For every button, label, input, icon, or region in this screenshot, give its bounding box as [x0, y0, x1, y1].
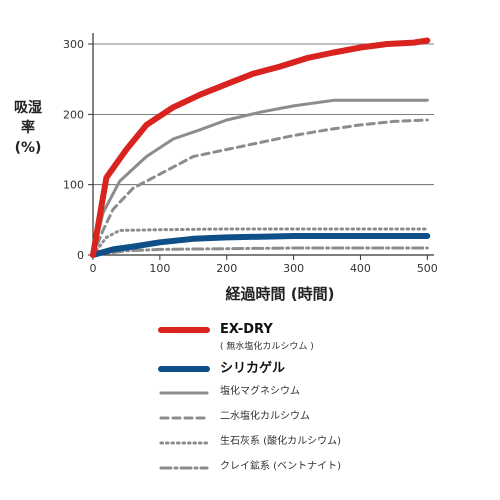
legend: EX-DRY ( 無水塩化カルシウム ) シリカゲル 塩化マグネシウム 二水塩化… [158, 322, 488, 485]
y-axis-label: 吸湿率 (%) [8, 98, 48, 158]
legend-item-quicklime: 生石灰系 (酸化カルシウム) [158, 435, 488, 451]
tick-label-x-200: 200 [216, 262, 237, 275]
legend-swatch-silica-gel [158, 366, 210, 372]
legend-sublabel-ex-dry: ( 無水塩化カルシウム ) [220, 342, 314, 352]
legend-item-clay-mineral: クレイ鉱系 (ベントナイト) [158, 460, 488, 476]
legend-label-magnesium-chloride: 塩化マグネシウム [220, 386, 300, 397]
tick-labels: 0 100 200 300 0 100 200 300 400 500 [63, 38, 438, 275]
legend-item-magnesium-chloride: 塩化マグネシウム [158, 385, 488, 401]
legend-item-silica-gel: シリカゲル [158, 361, 488, 377]
tick-label-y-300: 300 [63, 38, 84, 51]
series-line-2 [91, 98, 429, 257]
legend-swatch-calcium-chloride-dihydrate [159, 416, 209, 420]
legend-label-calcium-chloride-dihydrate: 二水塩化カルシウム [220, 411, 310, 422]
legend-item-ex-dry: EX-DRY ( 無水塩化カルシウム ) [158, 322, 488, 355]
legend-swatch-magnesium-chloride [159, 391, 209, 395]
legend-label-quicklime: 生石灰系 (酸化カルシウム) [220, 436, 341, 447]
tick-label-x-400: 400 [350, 262, 371, 275]
y-axis-label-line-2: (%) [14, 140, 42, 156]
tick-label-y-100: 100 [63, 179, 84, 192]
tick-label-x-100: 100 [149, 262, 170, 275]
series-line-5 [91, 246, 429, 257]
axes [88, 33, 434, 260]
series-line-0 [90, 37, 431, 258]
legend-swatch-quicklime [159, 441, 209, 445]
y-axis-label-line-1: 吸湿率 [14, 100, 42, 136]
tick-label-y-200: 200 [63, 108, 84, 121]
legend-label-clay-mineral: クレイ鉱系 (ベントナイト) [220, 461, 341, 472]
legend-item-calcium-chloride-dihydrate: 二水塩化カルシウム [158, 410, 488, 426]
legend-swatch-clay-mineral [159, 466, 209, 470]
legend-label-silica-gel: シリカゲル [220, 361, 286, 376]
tick-label-x-500: 500 [417, 262, 438, 275]
tick-label-y-0: 0 [77, 249, 84, 262]
grid-lines [93, 43, 434, 186]
legend-label-ex-dry: EX-DRY [220, 322, 273, 337]
tick-label-x-0: 0 [90, 262, 97, 275]
series-line-3 [91, 118, 429, 257]
tick-label-x-300: 300 [283, 262, 304, 275]
series-lines [90, 37, 431, 258]
x-axis-label: 経過時間 (時間) [225, 285, 335, 303]
series-line-1 [90, 233, 431, 258]
moisture-absorption-chart: 0 100 200 300 0 100 200 300 400 500 [63, 33, 438, 275]
legend-swatch-ex-dry [158, 327, 210, 333]
series-line-4 [91, 227, 429, 257]
